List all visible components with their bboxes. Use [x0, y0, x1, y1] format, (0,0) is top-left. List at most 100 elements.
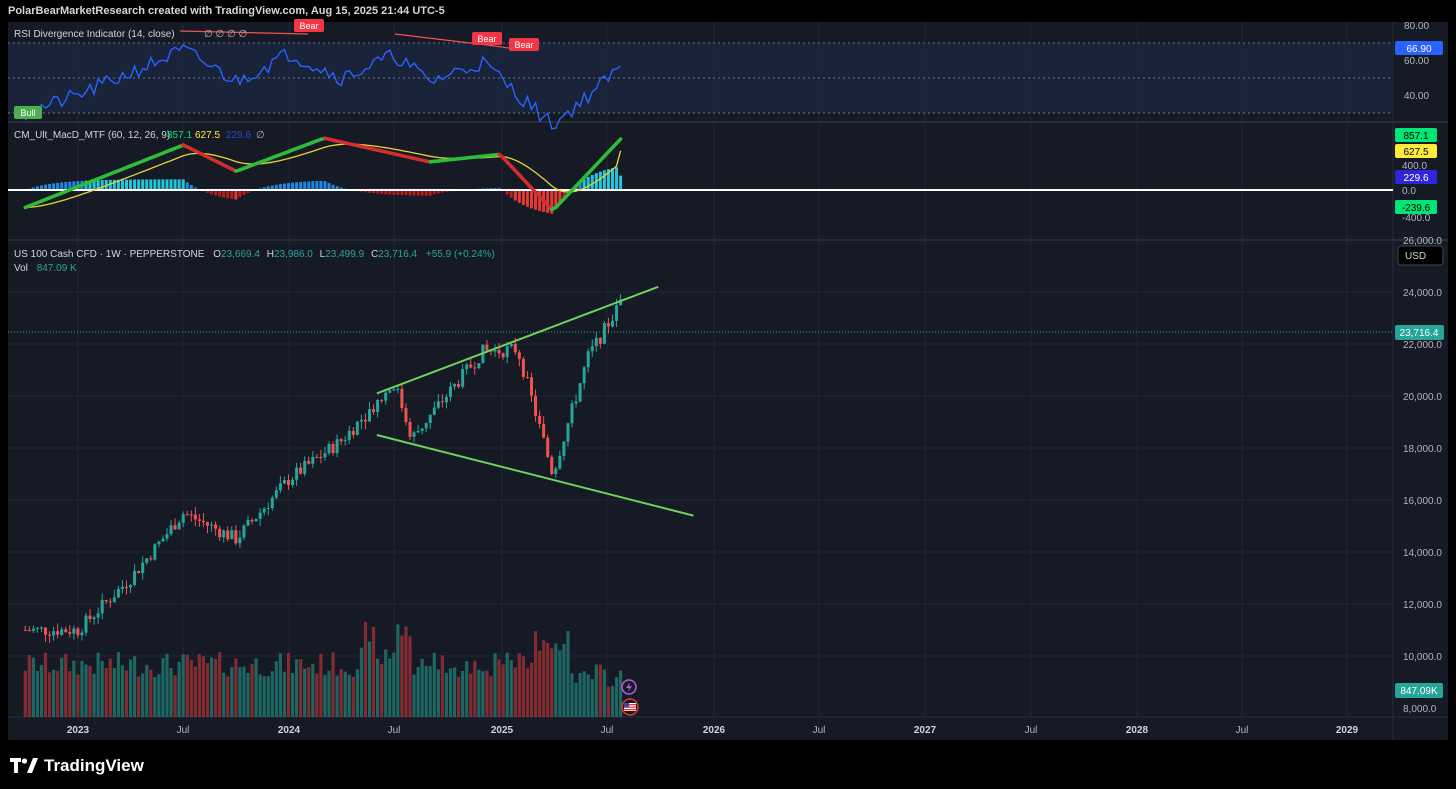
candle-body-110[interactable] — [469, 364, 473, 368]
candle-body-22[interactable] — [112, 597, 116, 603]
candle-body-18[interactable] — [96, 613, 100, 618]
candle-body-133[interactable] — [562, 441, 566, 457]
candle-body-107[interactable] — [457, 383, 461, 387]
candle-body-15[interactable] — [84, 615, 88, 633]
candle-body-89[interactable] — [384, 392, 388, 401]
candle-body-96[interactable] — [412, 432, 416, 437]
candle-body-28[interactable] — [137, 570, 141, 574]
candle-body-52[interactable] — [234, 530, 238, 544]
candle-body-117[interactable] — [497, 349, 501, 354]
candle-body-44[interactable] — [201, 520, 205, 523]
candle-body-3[interactable] — [35, 627, 39, 629]
candle-body-37[interactable] — [173, 525, 177, 530]
candle-body-119[interactable] — [505, 346, 509, 358]
candle-body-84[interactable] — [363, 419, 367, 422]
candlesticks[interactable] — [23, 294, 623, 643]
candle-body-46[interactable] — [210, 524, 214, 526]
time-axis-ticks[interactable]: 2023 Jul 2024 Jul 2025 Jul 2026 Jul 2027 Jul 2028 J… — [67, 725, 1359, 736]
candle-body-51[interactable] — [230, 530, 234, 540]
candle-body-41[interactable] — [189, 514, 193, 516]
candle-body-144[interactable] — [606, 323, 610, 327]
candle-body-60[interactable] — [266, 508, 270, 510]
candle-body-65[interactable] — [287, 480, 290, 486]
candle-body-86[interactable] — [372, 409, 376, 412]
rsi-series-line[interactable] — [24, 43, 622, 130]
candle-body-56[interactable] — [250, 520, 254, 522]
currency-button[interactable]: USD — [1397, 245, 1444, 266]
us-flag-event-icon[interactable] — [621, 698, 639, 716]
candle-body-11[interactable] — [68, 632, 72, 634]
candle-body-102[interactable] — [436, 401, 440, 408]
trendline-lower[interactable] — [376, 434, 694, 517]
candle-body-128[interactable] — [542, 423, 546, 438]
candle-body-122[interactable] — [517, 352, 521, 360]
candle-body-29[interactable] — [141, 562, 145, 574]
candle-body-141[interactable] — [594, 337, 598, 347]
candle-body-66[interactable] — [291, 479, 295, 486]
candle-body-30[interactable] — [145, 558, 149, 563]
candle-body-23[interactable] — [116, 588, 120, 598]
candle-body-81[interactable] — [351, 430, 355, 435]
candle-body-90[interactable] — [388, 390, 392, 393]
candle-body-121[interactable] — [513, 344, 517, 353]
candle-body-39[interactable] — [181, 514, 185, 523]
candle-body-126[interactable] — [534, 395, 538, 416]
candle-body-123[interactable] — [521, 359, 525, 377]
candle-body-112[interactable] — [477, 363, 481, 369]
macd-line[interactable] — [23, 136, 623, 212]
candle-body-19[interactable] — [100, 600, 104, 614]
candle-body-143[interactable] — [602, 323, 606, 344]
candle-body-88[interactable] — [380, 399, 384, 401]
rsi-title[interactable]: RSI Divergence Indicator (14, close) — [14, 29, 175, 40]
candle-body-142[interactable] — [598, 337, 602, 344]
volume-bars[interactable] — [23, 621, 623, 717]
candle-body-82[interactable] — [355, 421, 359, 435]
candle-body-74[interactable] — [323, 453, 327, 458]
candle-body-10[interactable] — [64, 629, 68, 633]
candle-body-58[interactable] — [258, 512, 262, 519]
candle-body-105[interactable] — [449, 386, 452, 397]
candle-body-8[interactable] — [56, 631, 60, 635]
candle-body-43[interactable] — [197, 519, 201, 521]
candle-body-118[interactable] — [501, 353, 505, 358]
candle-body-127[interactable] — [538, 415, 542, 424]
candle-body-111[interactable] — [473, 367, 477, 369]
candle-body-49[interactable] — [222, 530, 226, 538]
candle-body-62[interactable] — [274, 490, 278, 498]
candle-body-0[interactable] — [23, 630, 27, 631]
candle-body-55[interactable] — [246, 520, 250, 526]
candle-body-9[interactable] — [60, 629, 64, 635]
macd-title[interactable]: CM_Ult_MacD_MTF (60, 12, 26, 9) — [14, 130, 170, 141]
candle-body-120[interactable] — [509, 344, 513, 347]
candle-body-98[interactable] — [420, 428, 424, 431]
chart-frame[interactable] — [8, 22, 1448, 740]
candle-body-69[interactable] — [303, 460, 307, 474]
candle-body-33[interactable] — [157, 541, 161, 545]
candle-body-26[interactable] — [129, 584, 133, 588]
candle-body-103[interactable] — [440, 401, 444, 403]
candle-body-101[interactable] — [432, 407, 436, 415]
candle-body-129[interactable] — [546, 437, 550, 457]
candle-body-134[interactable] — [566, 423, 570, 442]
candle-body-63[interactable] — [278, 483, 282, 491]
candle-body-73[interactable] — [319, 457, 323, 459]
candle-body-109[interactable] — [465, 364, 469, 370]
candle-body-99[interactable] — [424, 422, 428, 429]
candle-body-35[interactable] — [165, 534, 169, 539]
candle-body-100[interactable] — [428, 414, 432, 423]
candle-body-136[interactable] — [574, 401, 578, 404]
volume-legend[interactable]: Vol 847.09 K — [14, 263, 77, 274]
candle-body-137[interactable] — [578, 383, 582, 402]
candle-body-92[interactable] — [396, 388, 400, 390]
candle-body-87[interactable] — [376, 399, 380, 412]
candle-body-78[interactable] — [339, 439, 343, 442]
candle-body-45[interactable] — [206, 522, 209, 526]
candle-body-1[interactable] — [27, 630, 31, 632]
candle-body-116[interactable] — [493, 349, 497, 352]
candle-body-145[interactable] — [611, 320, 614, 327]
candle-body-2[interactable] — [31, 628, 35, 631]
candle-body-132[interactable] — [558, 456, 562, 469]
candle-body-75[interactable] — [327, 444, 331, 454]
trendline-upper[interactable] — [376, 285, 659, 395]
